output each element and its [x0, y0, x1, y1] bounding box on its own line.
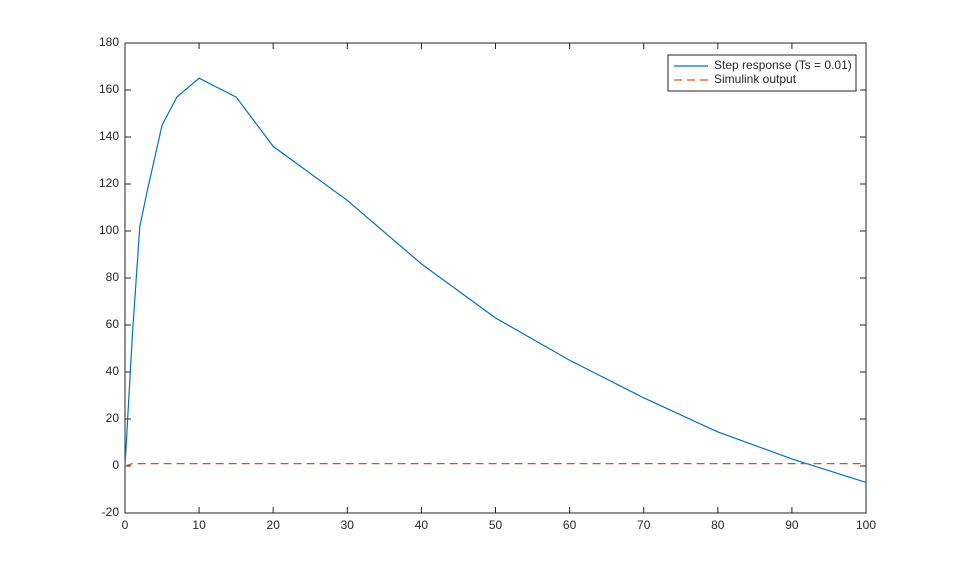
line-series	[124, 463, 866, 467]
line-series	[124, 77, 867, 484]
x-tick-label: 60	[563, 518, 577, 532]
y-tick-label: 80	[106, 270, 120, 284]
x-tick-label: 50	[489, 518, 503, 532]
x-tick-label: 30	[341, 518, 355, 532]
y-tick-label: 100	[99, 223, 119, 237]
x-tick-label: 70	[637, 518, 651, 532]
y-tick-label: 160	[99, 82, 119, 96]
legend-box	[667, 54, 857, 92]
y-tick-label: -20	[102, 505, 120, 519]
x-tick-label: 10	[192, 518, 206, 532]
y-tick-label: 120	[99, 176, 119, 190]
y-tick-label: 0	[112, 458, 119, 472]
y-tick-label: 180	[99, 35, 119, 49]
x-tick-label: 100	[856, 518, 876, 532]
legend-label: Step response (Ts = 0.01)	[714, 58, 852, 72]
x-tick-label: 80	[711, 518, 725, 532]
x-tick-label: 0	[122, 518, 129, 532]
y-tick-label: 40	[106, 364, 120, 378]
legend-label: Simulink output	[714, 72, 797, 86]
x-tick-label: 20	[267, 518, 281, 532]
axes-box	[124, 42, 867, 514]
y-tick-label: 20	[106, 411, 120, 425]
y-tick-label: 60	[106, 317, 120, 331]
y-tick-label: 140	[99, 129, 119, 143]
x-tick-label: 90	[785, 518, 799, 532]
x-tick-label: 40	[415, 518, 429, 532]
